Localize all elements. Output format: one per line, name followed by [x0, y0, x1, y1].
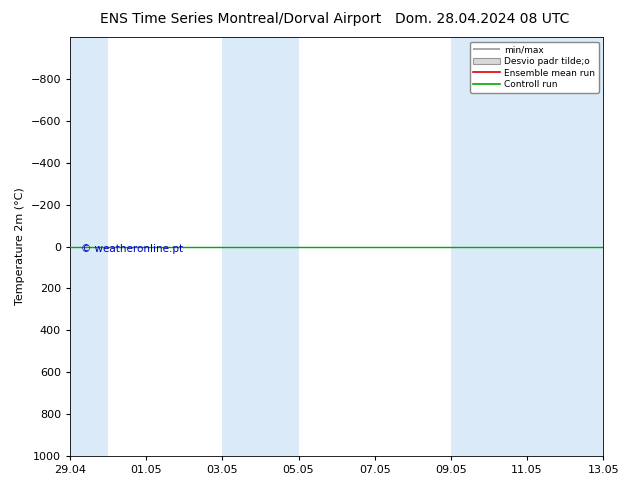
- Bar: [70, 37, 108, 456]
- Y-axis label: Temperature 2m (°C): Temperature 2m (°C): [15, 188, 25, 305]
- Legend: min/max, Desvio padr tilde;o, Ensemble mean run, Controll run: min/max, Desvio padr tilde;o, Ensemble m…: [470, 42, 598, 93]
- Text: © weatheronline.pt: © weatheronline.pt: [81, 245, 183, 254]
- Text: Dom. 28.04.2024 08 UTC: Dom. 28.04.2024 08 UTC: [394, 12, 569, 26]
- Bar: [223, 37, 299, 456]
- Bar: [451, 37, 603, 456]
- Text: ENS Time Series Montreal/Dorval Airport: ENS Time Series Montreal/Dorval Airport: [100, 12, 382, 26]
